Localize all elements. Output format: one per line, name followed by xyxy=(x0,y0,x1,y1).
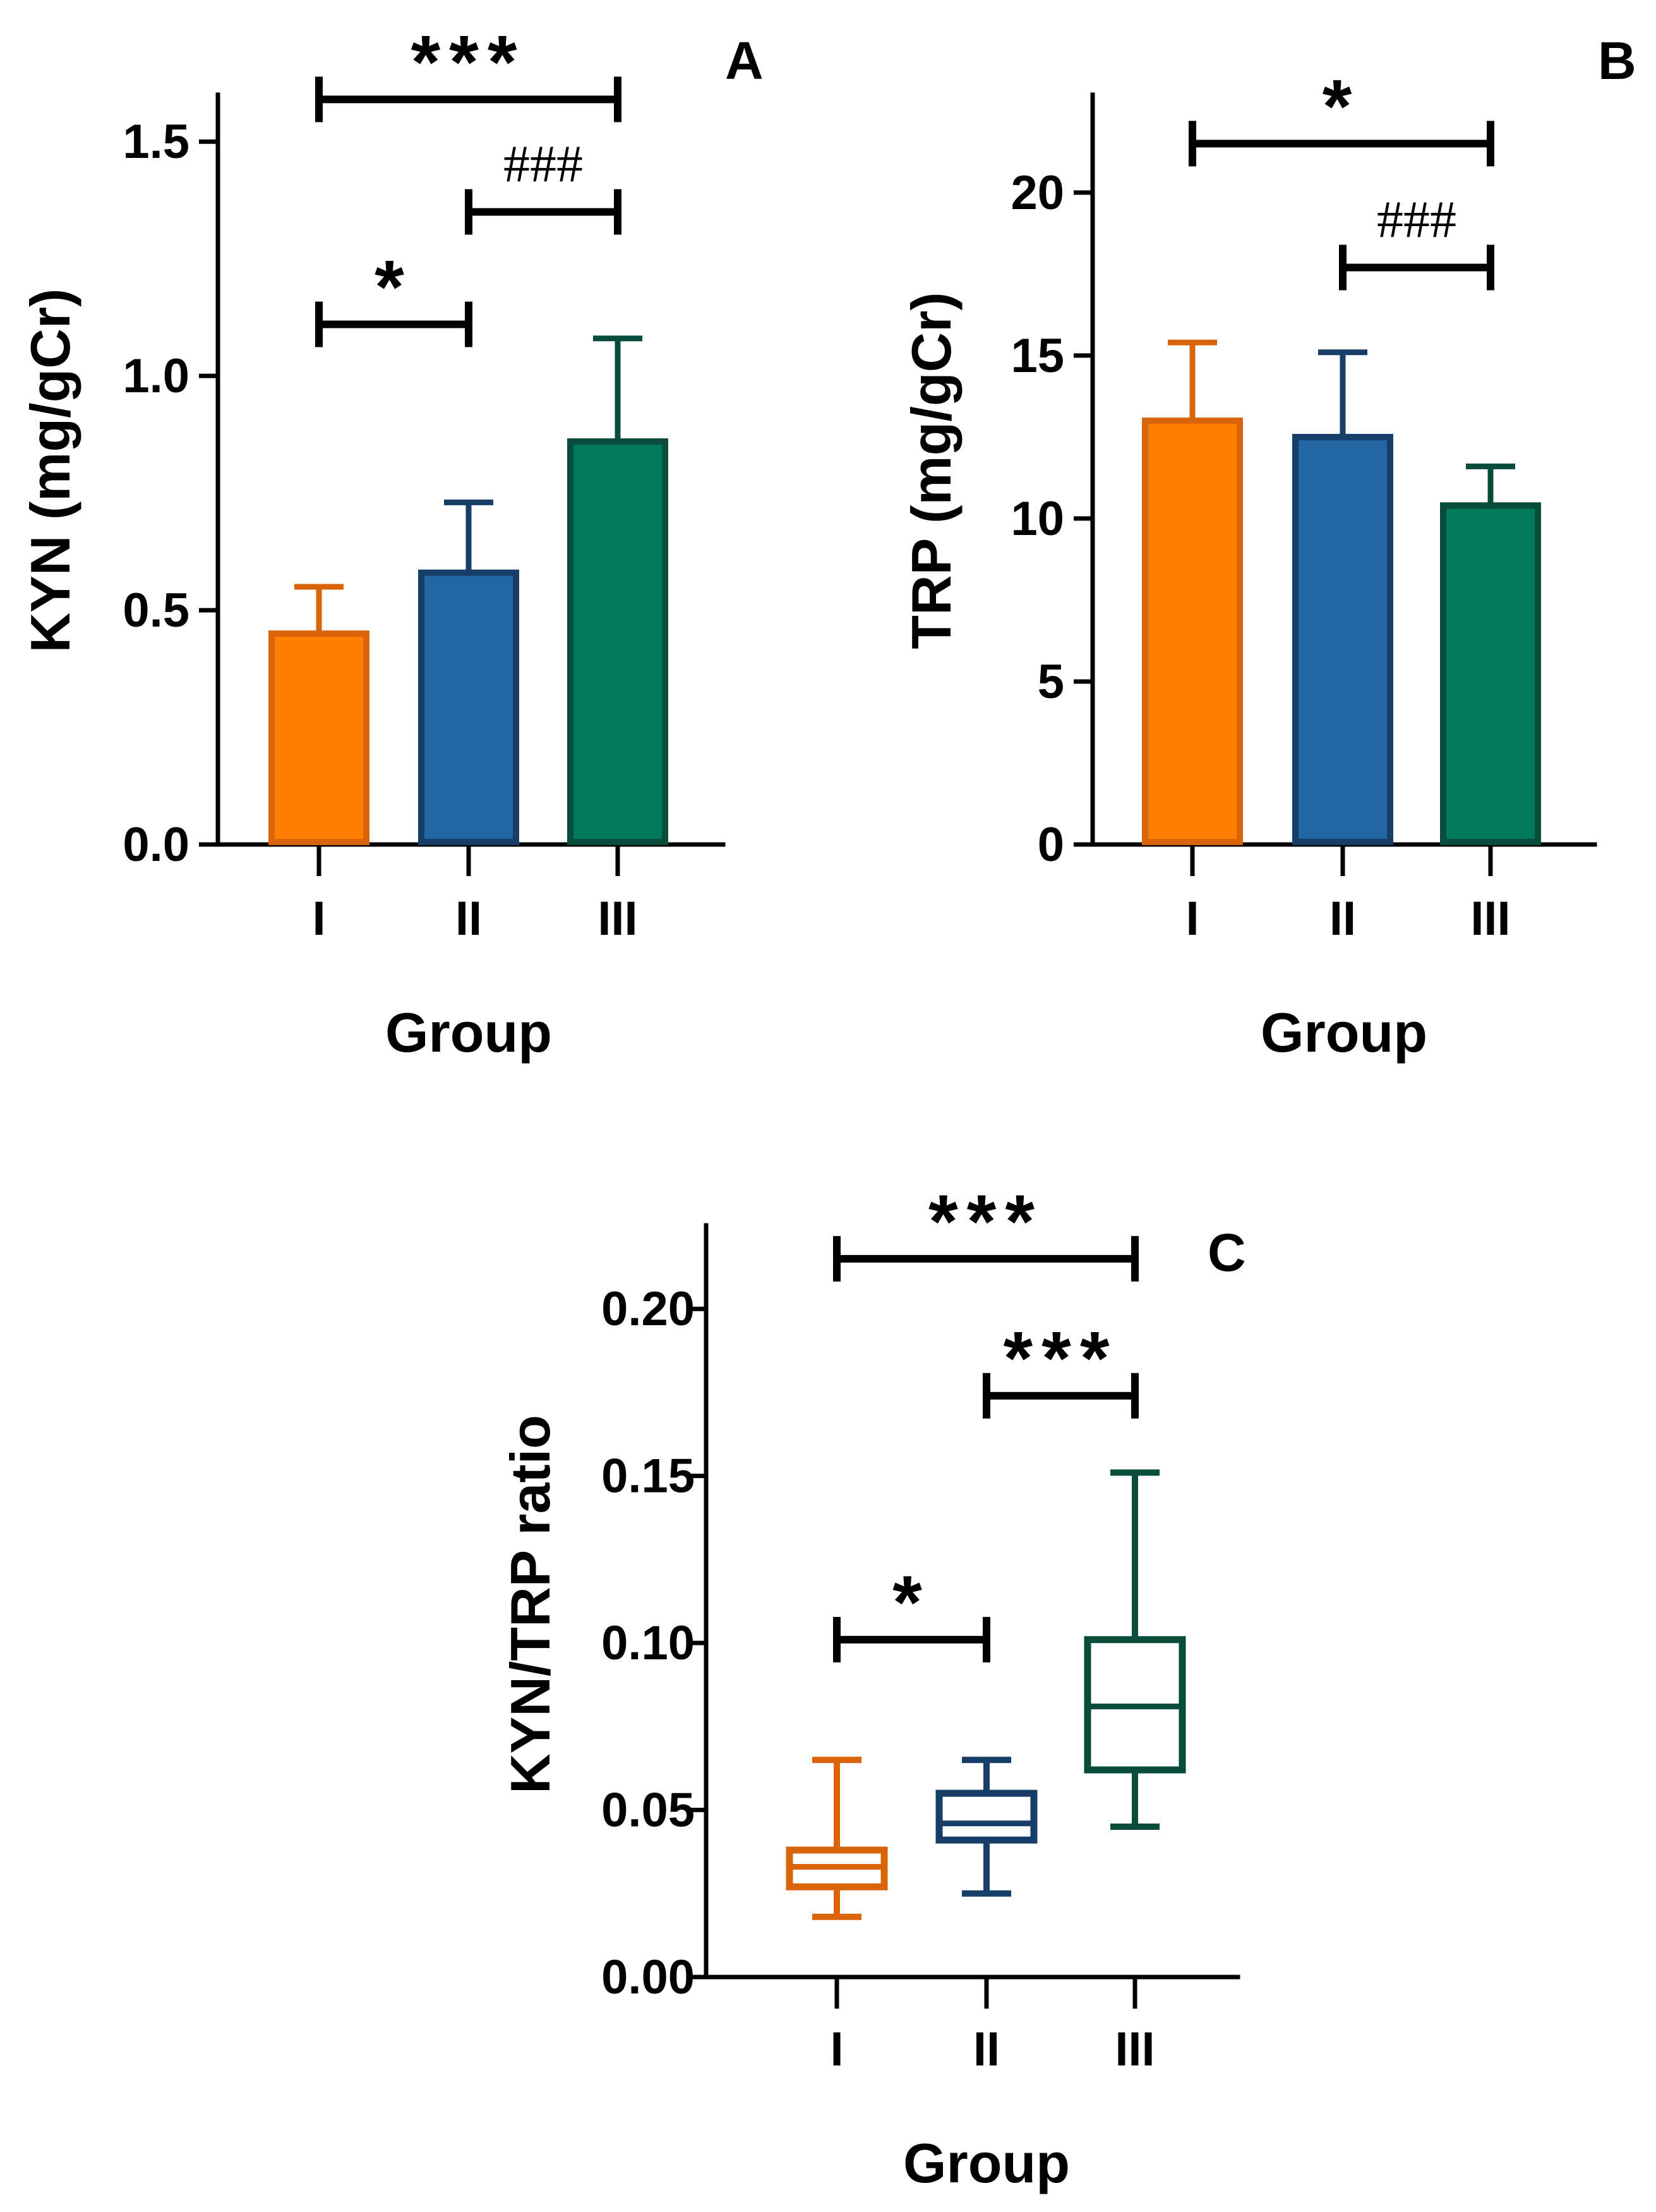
panel-c-significance-star-label: * xyxy=(892,1560,931,1645)
panel-a-bar-I xyxy=(268,630,369,845)
panel-a-bar-chart: A KYN (mg/gCr) Group 0.00.51.01.5I II III*… xyxy=(19,20,764,1064)
panel-c-box-plot: C KYN/TRP ratio Group 0.00 0.05 0.10 0.15 0.… xyxy=(499,1179,1246,2194)
panel-a-significance-hash-label: ### xyxy=(503,135,583,193)
panel-a-y-tick-label: 0.5 xyxy=(123,584,189,637)
panel-c-y-tick-label: 0.00 xyxy=(601,1951,695,2004)
panel-c-y-tick-label: 0.15 xyxy=(601,1450,695,1503)
panel-b-x-axis-title: Group xyxy=(1261,1001,1427,1064)
panel-b-bar-II xyxy=(1292,433,1393,845)
panel-b-x-tick-label: II xyxy=(1329,892,1356,946)
panel-b-significance-star-label: * xyxy=(1323,64,1361,148)
panel-c-y-tick-label: 0.20 xyxy=(601,1282,695,1336)
panel-b-y-axis-title: TRP (mg/gCr) xyxy=(900,292,963,649)
panel-c-y-tick-label: 0.05 xyxy=(601,1784,695,1837)
panel-b-y-tick-label: 5 xyxy=(1038,655,1064,709)
panel-b-x-tick-label: III xyxy=(1470,892,1510,946)
panel-a-significance-star-label: *** xyxy=(411,20,525,104)
panel-c-x-tick-label: I xyxy=(830,2023,843,2076)
panel-b-y-tick-label: 15 xyxy=(1011,329,1064,383)
panel-b-y-tick-label: 20 xyxy=(1011,166,1064,220)
panel-c-y-axis-title: KYN/TRP ratio xyxy=(499,1415,561,1794)
panel-b-y-tick-label: 10 xyxy=(1011,492,1064,546)
panel-b-bar-III xyxy=(1440,502,1541,845)
panel-b-label: B xyxy=(1598,31,1636,90)
panel-a-y-tick-label: 1.0 xyxy=(123,349,189,403)
panel-c-significance-star-label: *** xyxy=(1003,1316,1118,1401)
panel-a-bar-II xyxy=(418,569,519,846)
panel-c-label: C xyxy=(1208,1223,1246,1282)
panel-c-y-tick-label: 0.10 xyxy=(601,1616,695,1670)
panel-b-significance-hash-label: ### xyxy=(1377,191,1456,249)
panel-c-significance-star-label: *** xyxy=(928,1179,1043,1264)
panel-a-bar-III xyxy=(567,438,668,845)
panel-a-y-tick-label: 0.0 xyxy=(123,818,189,872)
panel-c-x-axis-title: Group xyxy=(903,2132,1070,2194)
panel-a-x-tick-label: II xyxy=(455,892,482,946)
panel-c-x-tick-label: III xyxy=(1115,2023,1155,2076)
panel-c-x-tick-label: II xyxy=(973,2023,1000,2076)
panel-a-significance-star-label: * xyxy=(375,245,413,330)
panel-b-bar-I xyxy=(1142,418,1243,845)
panel-b-x-tick-label: I xyxy=(1185,892,1199,946)
panel-a-label: A xyxy=(725,31,764,90)
panel-b-y-tick-label: 0 xyxy=(1038,818,1064,872)
panel-a-x-axis-title: Group xyxy=(385,1001,552,1064)
panel-a-y-axis-title: KYN (mg/gCr) xyxy=(19,289,81,653)
panel-a-y-tick-label: 1.5 xyxy=(123,115,189,169)
panel-a-x-tick-label: III xyxy=(597,892,637,946)
panel-c-box-II xyxy=(935,1789,1038,1844)
panel-a-x-tick-label: I xyxy=(312,892,325,946)
